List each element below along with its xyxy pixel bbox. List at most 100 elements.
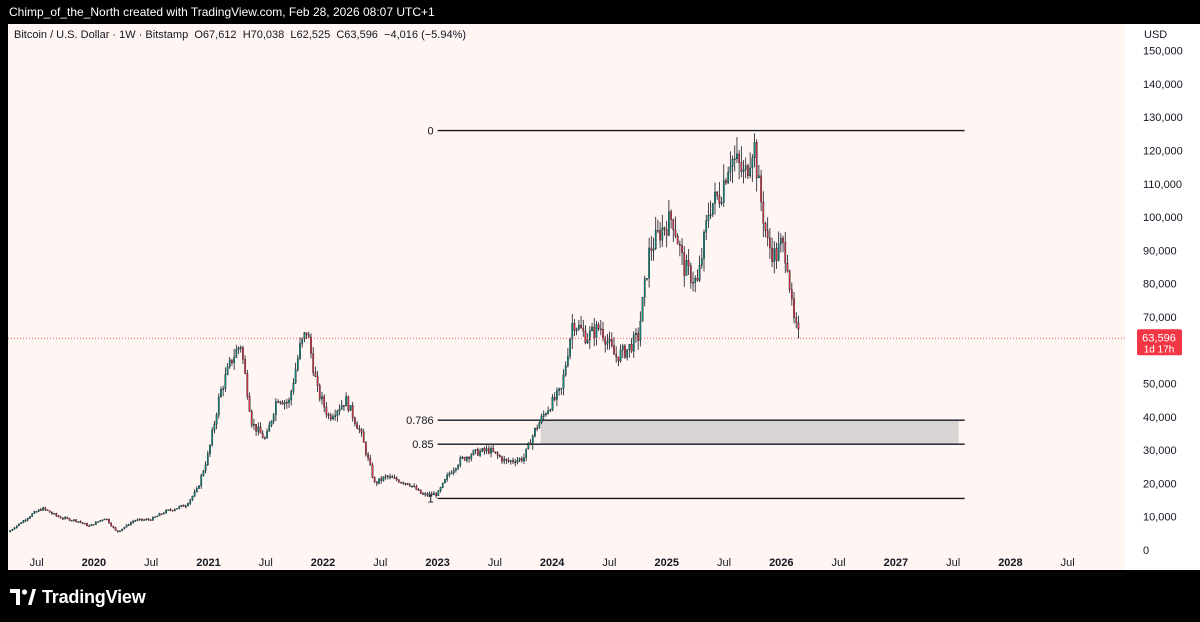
candle-body: [527, 442, 530, 450]
candle-body: [632, 334, 635, 352]
candle-body: [154, 516, 156, 518]
currency-button[interactable]: USD: [1135, 24, 1193, 46]
candle-body: [316, 376, 319, 386]
candle-body: [512, 460, 514, 463]
candle-body: [33, 511, 36, 514]
candle-body: [613, 345, 615, 355]
time-tick-label: Jul: [144, 557, 158, 569]
chart-pane[interactable]: [8, 24, 1125, 570]
candle-body: [136, 519, 139, 521]
candle-body: [540, 416, 543, 423]
candle-body: [705, 220, 708, 233]
candle-body: [299, 343, 301, 359]
candle-body: [160, 513, 163, 515]
candle-body: [108, 519, 110, 524]
price-tick-label: 110,000: [1143, 179, 1182, 191]
open-label: O: [194, 29, 203, 41]
candle-body: [406, 482, 409, 485]
candle-body: [536, 427, 539, 430]
candle-body: [641, 297, 644, 322]
candle-body: [529, 442, 532, 446]
candle-body: [70, 520, 73, 522]
candle-body: [413, 485, 416, 488]
candle-body: [371, 464, 374, 478]
price-axis[interactable]: [1125, 24, 1200, 570]
candle-body: [44, 507, 47, 510]
candle-body: [419, 489, 422, 494]
candle-body: [378, 478, 380, 484]
time-tick-label: Jul: [488, 557, 502, 569]
candle-body: [301, 338, 304, 344]
candle-body: [747, 165, 749, 177]
candle-body: [753, 142, 756, 159]
price-tick-label: 80,000: [1143, 279, 1177, 291]
candle-body: [48, 510, 51, 513]
candle-body: [742, 169, 745, 172]
candle-body: [237, 347, 240, 350]
candle-body: [755, 142, 758, 179]
candle-body: [79, 521, 82, 523]
candle-body: [73, 519, 75, 521]
candle-body: [110, 522, 113, 527]
candle-body: [518, 458, 521, 461]
candle-body: [729, 166, 732, 173]
candle-body: [477, 449, 479, 456]
candle-body: [250, 410, 253, 426]
candle-body: [711, 203, 714, 215]
candle-body: [696, 277, 699, 281]
candle-body: [393, 477, 396, 479]
candle-body: [114, 527, 117, 531]
candle-body: [235, 349, 238, 358]
candle-body: [255, 424, 257, 432]
candle-body: [395, 477, 398, 481]
candle-body: [725, 180, 727, 184]
candle-body: [310, 337, 312, 354]
candle-body: [582, 327, 585, 332]
candle-body: [452, 470, 455, 474]
candle-body: [200, 475, 203, 486]
candle-body: [90, 524, 93, 526]
candle-body: [264, 437, 266, 440]
time-tick-label: Jul: [1061, 557, 1075, 569]
time-tick-label: 2028: [998, 557, 1022, 569]
candle-body: [417, 489, 420, 491]
candle-body: [580, 324, 582, 329]
candle-body: [279, 401, 282, 404]
candle-body: [103, 518, 106, 521]
candle-body: [51, 512, 53, 514]
candle-body: [53, 513, 55, 515]
symbol-legend: Bitcoin / U.S. Dollar · 1W · Bitstamp O6…: [14, 29, 466, 41]
candle-body: [782, 237, 784, 243]
candle-body: [430, 493, 433, 496]
candle-body: [365, 442, 367, 455]
candle-body: [562, 374, 565, 389]
symbol-title[interactable]: Bitcoin / U.S. Dollar · 1W · Bitstamp: [14, 29, 189, 41]
candle-body: [408, 484, 411, 487]
candle-body: [18, 523, 20, 526]
tradingview-logo-icon: [10, 589, 36, 605]
high-label: H: [242, 29, 251, 41]
time-tick-label: 2024: [540, 557, 565, 569]
candle-body: [261, 432, 264, 439]
candle-body: [347, 396, 350, 411]
candle-body: [101, 519, 104, 522]
candle-body: [296, 358, 299, 370]
candle-body: [277, 401, 279, 403]
candle-body: [35, 511, 38, 513]
candle-body: [294, 369, 297, 384]
candle-body: [242, 347, 244, 360]
candle-body: [492, 448, 495, 452]
candle-body: [744, 165, 747, 170]
candle-body: [285, 401, 288, 404]
candle-body: [134, 520, 137, 522]
candle-body: [793, 298, 795, 318]
last-price-value: 63,596: [1142, 332, 1176, 344]
candle-body: [448, 473, 451, 476]
candle-body: [224, 374, 227, 389]
candle-body: [64, 517, 66, 519]
open-value: 67,612: [202, 29, 237, 41]
candle-body: [422, 493, 424, 495]
candle-body: [178, 506, 181, 509]
candle-body: [130, 522, 132, 525]
candle-body: [584, 330, 587, 344]
